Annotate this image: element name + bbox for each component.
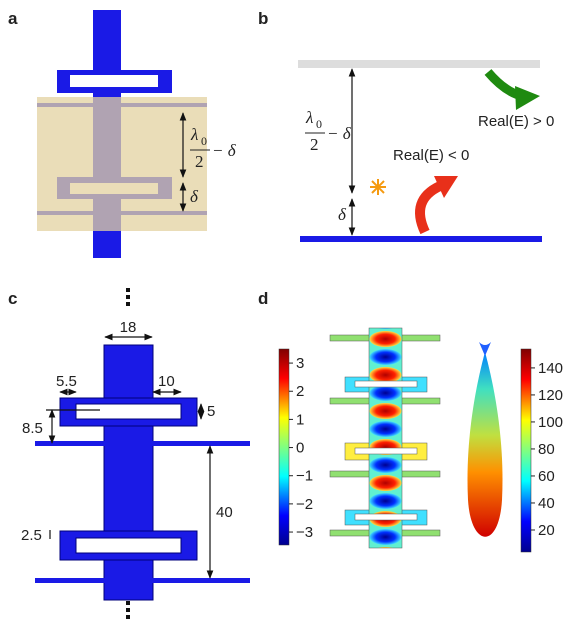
colorbar-tick-label: 60 [538,468,555,485]
colorbar-tick-label: 40 [538,495,555,512]
dimension: 18 [120,319,137,336]
colorbar-tick-label: 2 [296,383,304,400]
colorbar-tick-label: 3 [296,355,304,372]
dimension: 40 [216,504,233,521]
lower-label: Real(E) < 0 [393,147,469,164]
field-map [329,327,441,549]
dimension: 8.5 [22,420,43,437]
substrate [37,97,207,231]
panel-label: a [8,9,18,28]
colorbar [278,348,290,546]
tail: − δ [327,124,352,143]
colorbar-tick-label: 100 [538,414,563,431]
panel-label: c [8,289,17,308]
colorbar-tick-label: −3 [296,524,313,541]
red-arrowhead [434,176,458,198]
line [35,578,250,583]
dimension: 5 [207,403,215,420]
dimension: 10 [158,373,175,390]
colorbar [520,348,532,553]
panel-d: d 3 2 1 0 −1 −2 −3 140 120 100 80 60 40 20 [258,289,563,553]
colorbar-tick-label: 120 [538,387,563,404]
colorbar-tick-label: 80 [538,441,555,458]
colorbar-tick-label: −2 [296,496,313,513]
subscript: 0 [316,117,322,131]
ring-gap [70,75,158,87]
upper-label: Real(E) > 0 [478,113,554,130]
ring-gap [75,537,182,554]
colorbar-tick-label: 20 [538,522,555,539]
radiation-pattern [467,352,503,537]
numerator: λ [305,108,313,127]
strip [103,344,154,601]
numerator: λ [190,125,198,144]
subscript: 0 [201,134,207,148]
colorbar-tick-label: −1 [296,468,313,485]
tail: − δ [212,141,237,160]
colorbar-tick-label: 1 [296,411,304,428]
lower-plane [300,236,542,242]
upper-plane [298,60,540,68]
offset-label: δ [190,187,199,206]
denominator: 2 [195,152,204,171]
denominator: 2 [310,135,319,154]
dimension: 2.5 [21,527,42,544]
colorbar-tick-label: 0 [296,440,304,457]
gap-label: λ 0 2 − δ [190,125,237,171]
panel-label: b [258,9,268,28]
panel-c: c 18 5.5 10 5 8.5 40 2.5 [8,288,250,619]
dimension: 5.5 [56,373,77,390]
offset-label: δ [338,205,347,224]
panel-label: d [258,289,268,308]
source-star [370,179,386,195]
back-lobe [479,342,491,356]
line [35,441,250,446]
panel-b: b λ 0 2 − δ δ Real(E) > 0 Real(E) < 0 [258,9,554,242]
colorbar-tick-label: 140 [538,360,563,377]
panel-a: a λ 0 2 − δ δ [8,9,237,258]
ring-gap [75,403,182,420]
ellipsis [126,288,130,619]
red-arrow [415,181,443,235]
green-arrowhead [515,86,540,110]
